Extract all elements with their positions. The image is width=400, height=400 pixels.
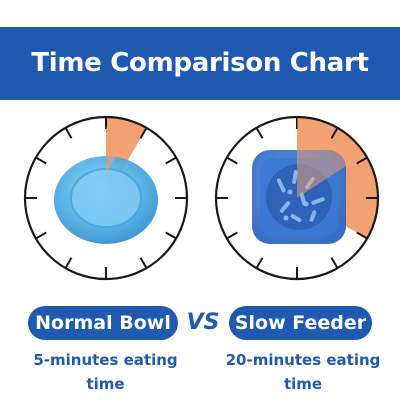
clock-tick: [64, 257, 73, 269]
clock-tick: [330, 127, 339, 139]
clock-tick: [356, 156, 368, 165]
clock-tick: [165, 156, 177, 165]
comparison-illustration: [23, 115, 380, 281]
clock-tick: [356, 231, 368, 240]
normal-bowl-label: Normal Bowl: [28, 306, 178, 340]
clock-tick: [35, 231, 47, 240]
title-banner: Time Comparison Chart: [0, 27, 400, 100]
normal-bowl-caption: 5-minutes eating time: [33, 351, 178, 393]
normal-bowl-icon: [54, 126, 158, 244]
normal-bowl-clock: [23, 115, 189, 281]
clock-tick: [165, 231, 177, 240]
slow-feeder-label: Slow Feeder: [229, 306, 372, 340]
clock-tick: [139, 257, 148, 269]
clock-tick: [226, 231, 238, 240]
clock-tick: [255, 257, 264, 269]
clock-tick: [64, 127, 73, 139]
slow-feeder-clock: [214, 115, 380, 281]
slow-feeder-caption: 20-minutes eating time: [225, 351, 381, 393]
clock-tick: [255, 127, 264, 139]
clock-tick: [139, 127, 148, 139]
clock-ticks: [25, 117, 187, 279]
page-title: Time Comparison Chart: [31, 48, 369, 78]
clock-tick: [226, 156, 238, 165]
clock-tick: [35, 156, 47, 165]
clock-tick: [330, 257, 339, 269]
vs-label: VS: [186, 310, 220, 335]
slow-feeder-bowl-icon: [252, 118, 346, 244]
